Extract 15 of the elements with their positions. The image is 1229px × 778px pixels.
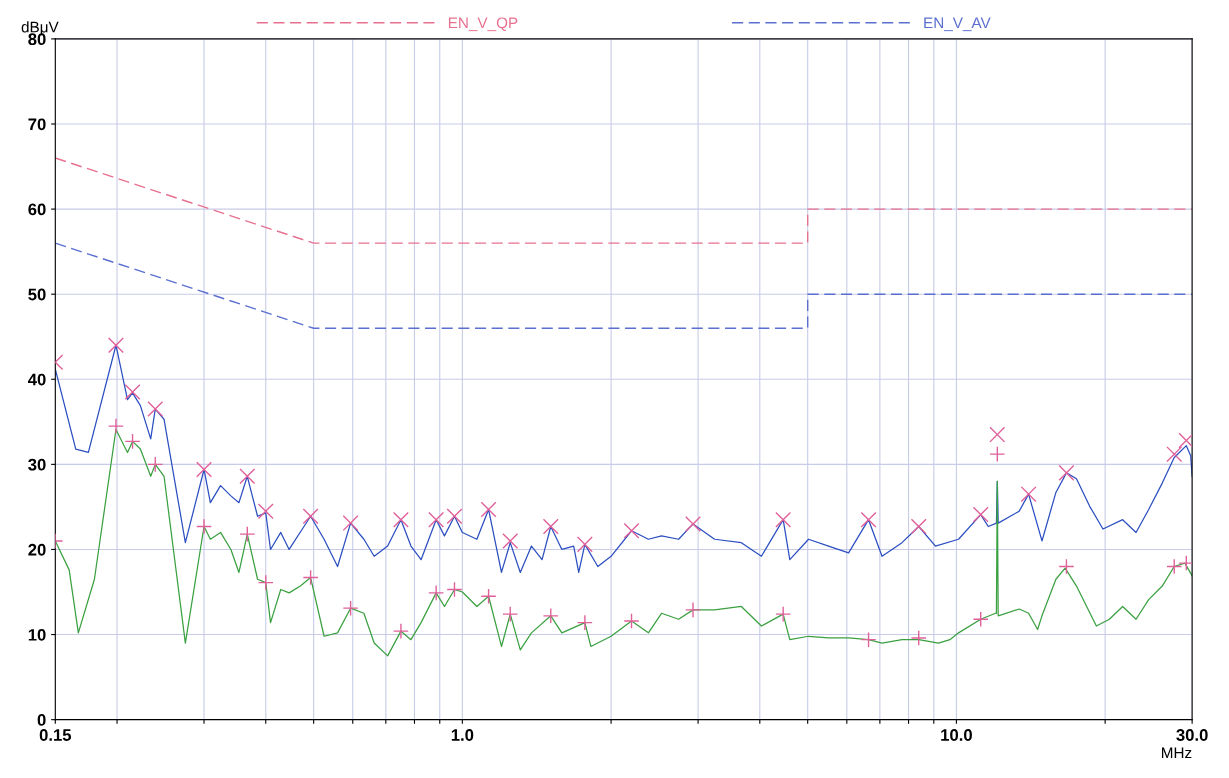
- x-tick-label: 10.0: [941, 729, 972, 741]
- y-tick-label: 30: [28, 458, 46, 471]
- y-tick-label: 10: [28, 628, 46, 641]
- y-tick-label: 50: [28, 288, 46, 301]
- text: EN_V_QP: [448, 17, 518, 32]
- x-tick-label: 30.0: [1176, 729, 1208, 741]
- y-tick-label: 0: [37, 714, 46, 726]
- y-tick-label: 40: [27, 373, 46, 386]
- y-tick-label: 20: [28, 543, 46, 556]
- x-axis-title: MHz: [1161, 747, 1192, 759]
- y-tick-label: 60: [28, 203, 46, 216]
- x-tick-label: 1.0: [451, 729, 474, 741]
- x-tick-label: 0.15: [39, 729, 72, 741]
- y-tick-label: 70: [28, 118, 46, 131]
- text: EN_V_AV: [924, 17, 991, 32]
